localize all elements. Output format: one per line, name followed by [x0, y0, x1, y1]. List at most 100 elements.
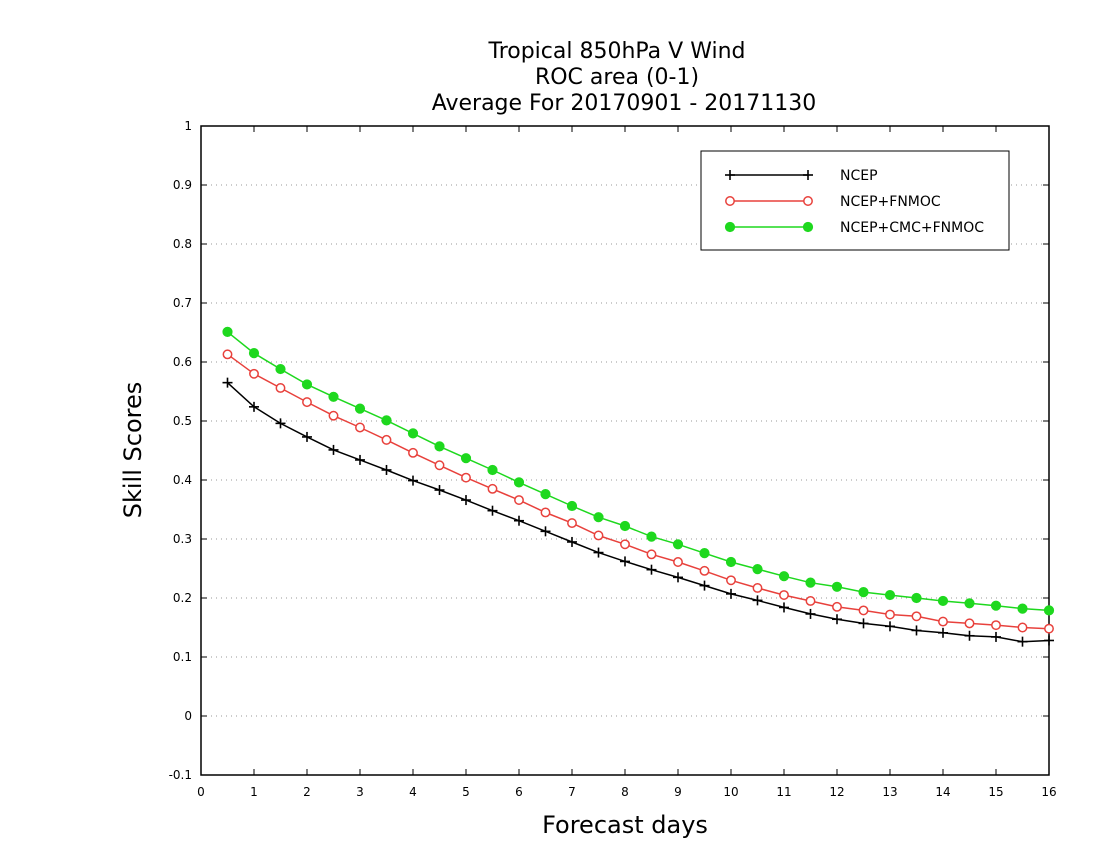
y-tick-label: 0.7 — [173, 296, 192, 310]
data-point — [567, 518, 577, 529]
data-point — [1017, 603, 1028, 614]
x-tick-label: 12 — [829, 785, 844, 799]
x-tick-label: 0 — [197, 785, 205, 799]
data-point — [885, 609, 895, 620]
data-point — [1017, 636, 1028, 647]
data-point — [673, 557, 683, 567]
legend-item: NCEP — [725, 168, 878, 184]
y-tick-label: 0.2 — [173, 591, 192, 605]
data-point — [805, 577, 816, 588]
data-point — [831, 581, 843, 592]
series-line — [227, 353, 1050, 630]
legend-item: NCEP+FNMOC — [725, 194, 941, 210]
y-tick-label: 0.5 — [173, 414, 192, 428]
legend-marker — [803, 196, 813, 206]
data-point — [408, 447, 418, 458]
data-point — [222, 377, 233, 388]
data-point — [938, 627, 948, 638]
x-tick-label: 4 — [409, 785, 417, 799]
data-point — [620, 556, 630, 567]
data-point — [619, 520, 631, 532]
axis-ticks: -0.100.10.20.30.40.50.60.70.80.910 1 2 3 4 5 6… — [169, 119, 1057, 799]
data-point — [513, 477, 525, 488]
data-point — [355, 454, 365, 465]
data-point — [858, 618, 869, 629]
data-point — [434, 441, 445, 452]
data-point — [328, 444, 339, 455]
data-point — [355, 422, 365, 433]
y-axis-title: Skill Scores — [119, 382, 147, 519]
data-point — [514, 495, 524, 506]
y-tick-label: -0.1 — [169, 768, 192, 782]
data-point — [381, 464, 392, 475]
legend-marker — [802, 221, 814, 233]
legend-label: NCEP — [840, 168, 878, 184]
data-point — [222, 349, 233, 360]
x-tick-label: 7 — [568, 785, 576, 799]
legend-marker — [803, 170, 813, 180]
x-tick-label: 10 — [723, 785, 738, 799]
data-point — [884, 589, 896, 601]
data-point — [275, 383, 286, 393]
data-point — [964, 598, 975, 609]
data-point — [646, 531, 657, 542]
data-point — [832, 614, 842, 625]
data-point — [408, 475, 418, 486]
data-point — [566, 500, 578, 512]
y-tick-label: 0.4 — [173, 473, 192, 487]
data-point — [1017, 622, 1028, 633]
data-point — [752, 563, 763, 575]
x-tick-label: 14 — [935, 785, 950, 799]
data-point — [381, 434, 392, 445]
legend-label: NCEP+FNMOC — [840, 194, 941, 210]
data-point — [858, 605, 869, 616]
data-point — [885, 621, 895, 632]
data-point — [1044, 623, 1054, 634]
grid-lines — [201, 184, 1049, 717]
x-tick-label: 16 — [1041, 785, 1056, 799]
y-tick-label: 0.6 — [173, 355, 192, 369]
data-point — [354, 403, 366, 414]
data-point — [725, 556, 737, 568]
y-tick-label: 0.3 — [173, 532, 192, 546]
x-tick-label: 9 — [674, 785, 682, 799]
data-point — [514, 515, 524, 526]
x-tick-label: 11 — [776, 785, 791, 799]
data-point — [302, 431, 312, 442]
data-point — [487, 464, 498, 476]
series-line — [227, 331, 1050, 612]
data-point — [540, 526, 551, 537]
data-point — [858, 587, 869, 598]
data-point — [328, 410, 339, 421]
data-point — [249, 368, 259, 379]
x-tick-label: 8 — [621, 785, 629, 799]
chart-title-line-1: Tropical 850hPa V Wind — [487, 39, 745, 64]
y-tick-label: 0 — [184, 709, 192, 723]
data-point — [593, 547, 604, 558]
x-tick-label: 5 — [462, 785, 470, 799]
x-tick-label: 6 — [515, 785, 523, 799]
x-axis-title: Forecast days — [542, 811, 708, 839]
series-line — [226, 382, 1050, 643]
data-point — [699, 548, 710, 559]
data-point — [805, 596, 816, 606]
y-tick-label: 0.8 — [173, 237, 192, 251]
chart-title: Tropical 850hPa V Wind ROC area (0-1) Av… — [432, 39, 817, 116]
legend: NCEP NCEP+FNMOC NCEP+CMC+FNMOC — [700, 150, 1010, 251]
x-tick-label: 13 — [882, 785, 897, 799]
data-point — [699, 580, 710, 591]
x-tick-label: 3 — [356, 785, 364, 799]
series-2 — [222, 326, 1055, 616]
legend-marker — [725, 170, 735, 180]
data-point — [434, 460, 445, 471]
data-point — [779, 602, 789, 613]
y-tick-label: 0.9 — [173, 178, 192, 192]
data-point — [487, 505, 498, 516]
chart-title-line-2: ROC area (0-1) — [535, 65, 699, 90]
data-point — [673, 572, 683, 583]
data-point — [672, 539, 684, 550]
data-point — [328, 391, 339, 402]
series-0 — [222, 377, 1054, 647]
data-point — [911, 611, 922, 622]
